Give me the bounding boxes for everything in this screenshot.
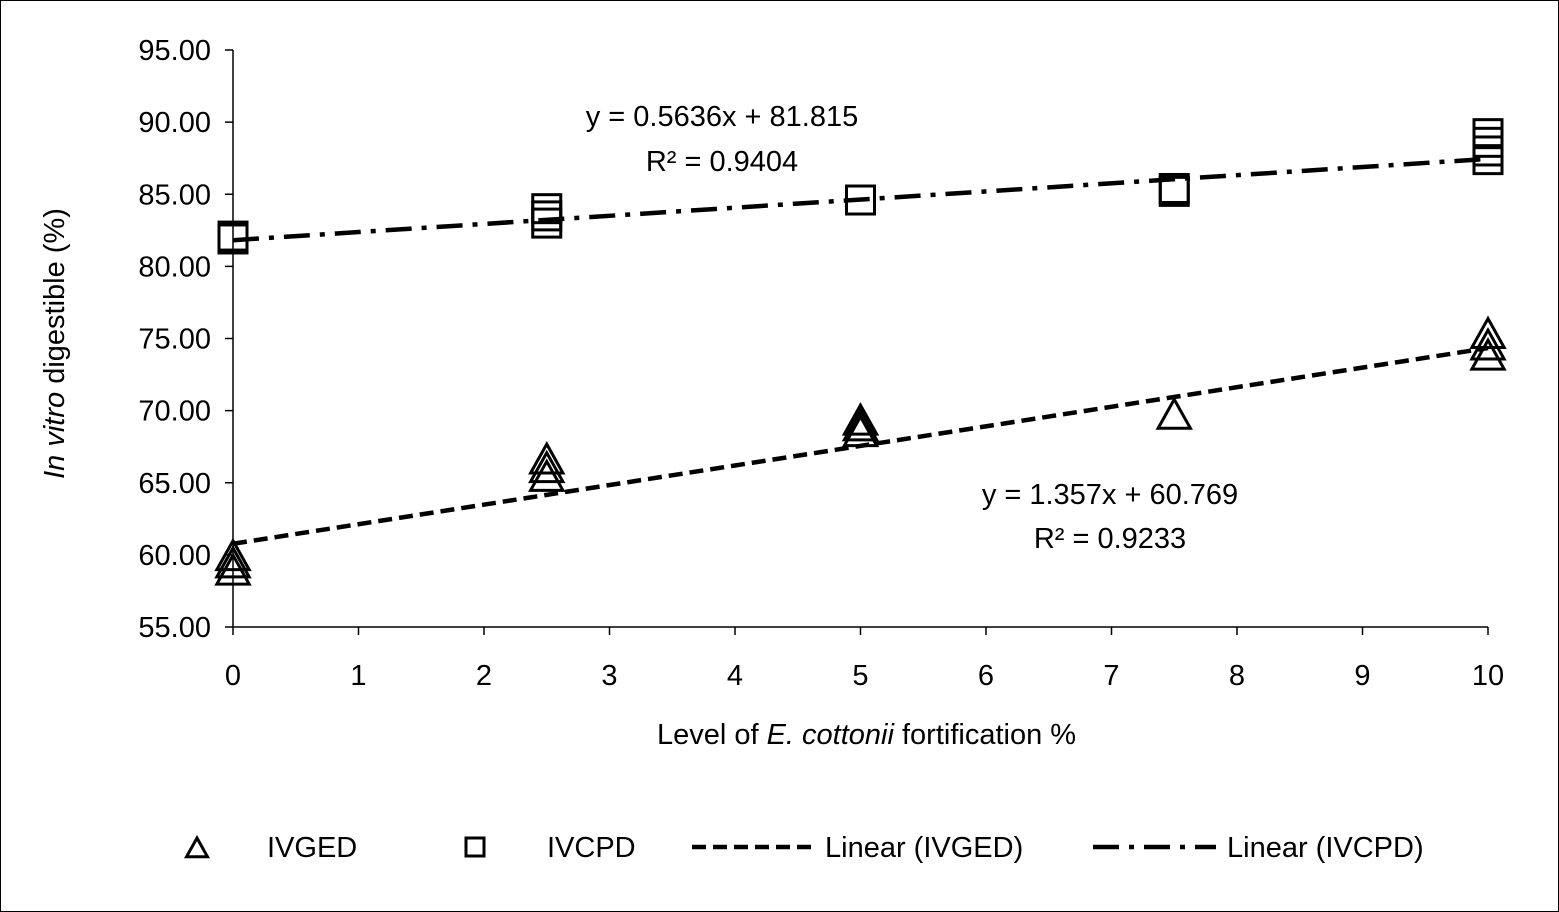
ivged-point [841,407,880,442]
ivcpd-point [531,193,563,225]
x-tick-label: 5 [852,660,868,692]
y-axis-title: In vitro digestible (%) [39,208,71,479]
legend-label-linear-ivged: Linear (IVGED) [825,832,1023,864]
y-axis-title-part: digestible (%) [39,208,71,392]
trendlines [232,156,1489,547]
ivged-point [528,449,566,484]
y-tick-label: 80.00 [138,251,211,283]
legend-square-icon [464,836,486,858]
x-tick-label: 4 [727,660,743,692]
x-axis-title-part: fortification % [894,719,1076,751]
ivged-point [528,441,566,475]
x-tick-label: 1 [350,660,366,692]
x-axis-title-part: Level of [657,719,767,751]
ivged-point [841,413,880,448]
legend-label-linear-ivcpd: Linear (IVCPD) [1227,832,1424,864]
x-axis-title: Level of E. cottonii fortification % [657,719,1076,751]
legend: IVGED IVCPD Linear (IVGED) Linear (IVCPD) [183,832,1424,864]
y-tick-label: 55.00 [138,612,211,644]
trendline-equation: y = 0.5636x + 81.815 [586,101,859,133]
legend-label-ivged: IVGED [267,832,357,864]
x-tick-label: 7 [1103,660,1119,692]
ivcpd-point [217,220,249,252]
ivged-point [214,537,252,572]
ivged-point [214,544,252,579]
y-tick-label: 75.00 [138,324,211,356]
legend-label-ivcpd: IVCPD [547,832,636,864]
x-tick-label: 6 [978,660,994,692]
x-tick-label: 10 [1472,660,1504,692]
y-tick-label: 95.00 [138,35,211,67]
ivcpd-point [1472,118,1504,150]
axes: 55.00 60.00 65.00 70.00 75.00 80.00 85.00 90.00… [138,35,1504,692]
ivged-point [528,458,566,492]
ivcpd-point [1472,126,1504,158]
x-tick-label: 0 [225,660,241,692]
x-axis-title-part: E. cottonii [767,719,896,751]
y-tick-label: 65.00 [138,468,211,500]
trendline-r-squared: R² = 0.9404 [646,146,798,178]
ivcpd-point [845,184,876,216]
x-tick-label: 8 [1229,660,1245,692]
trendline-equation: y = 1.357x + 60.769 [982,479,1238,511]
ivcpd-point [531,200,563,232]
x-tick-label: 9 [1354,660,1370,692]
ivged-point [1469,315,1507,350]
ivged-point [1469,327,1507,361]
y-axis-title-part: In vitro [39,392,71,479]
ivcpd-point [1158,172,1190,204]
chart-labels: Level of E. cottonii fortification % In v… [39,101,1238,751]
ivged-point [841,402,880,436]
trendline-r-squared: R² = 0.9233 [1034,523,1186,555]
x-tick-label: 2 [476,660,492,692]
ivged-point [1469,337,1507,371]
y-tick-label: 90.00 [138,107,211,139]
x-tick-label: 3 [601,660,617,692]
legend-triangle-icon [183,834,211,859]
y-tick-label: 60.00 [138,540,211,572]
data-markers [214,118,1507,586]
ivged-point [1155,396,1193,430]
y-tick-label: 85.00 [138,179,211,211]
trendline-ivcpd [232,156,1489,243]
y-tick-label: 70.00 [138,396,211,428]
